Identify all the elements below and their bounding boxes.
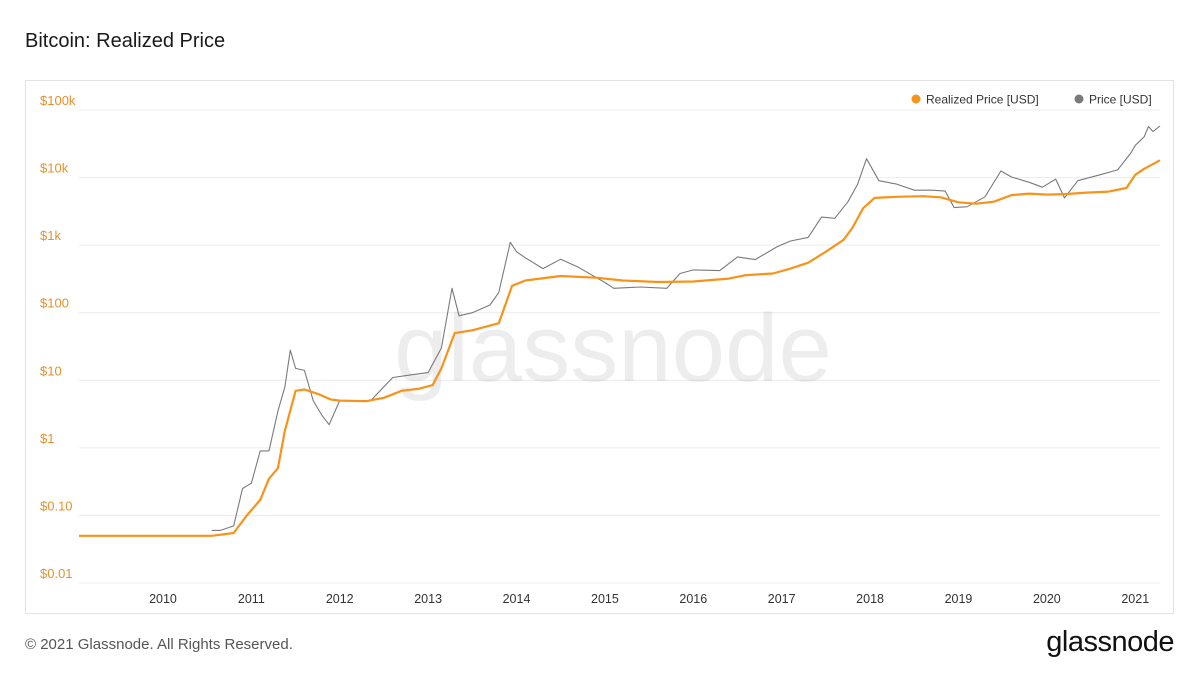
x-tick-label: 2020 bbox=[1033, 592, 1061, 606]
x-tick-label: 2015 bbox=[591, 592, 619, 606]
watermark-text: glassnode bbox=[394, 295, 832, 402]
x-tick-label: 2013 bbox=[414, 592, 442, 606]
series-layer bbox=[79, 125, 1161, 537]
y-tick-label: $100k bbox=[40, 93, 76, 108]
realized-price-line bbox=[79, 159, 1161, 537]
y-axis: $0.01 $0.10 $1 $10 $100 $1k $10k $100k bbox=[40, 93, 76, 581]
y-tick-label: $100 bbox=[40, 296, 69, 311]
y-tick-label: $1k bbox=[40, 228, 61, 243]
grid bbox=[79, 109, 1160, 584]
brand-logo: glassnode bbox=[1046, 626, 1174, 658]
chart-svg: glassnode $0.01 $0.10 $1 $10 $100 $1k $10k $100… bbox=[40, 93, 1161, 606]
y-tick-label: $10 bbox=[40, 363, 62, 378]
x-tick-label: 2019 bbox=[945, 592, 973, 606]
legend-marker bbox=[911, 94, 921, 104]
x-tick-label: 2010 bbox=[149, 592, 177, 606]
x-axis: 2010 2011 2012 2013 2014 2015 2016 2017 2018 2019… bbox=[149, 592, 1149, 606]
price-line bbox=[211, 125, 1161, 531]
chart-panel: glassnode $0.01 $0.10 $1 $10 $100 $1k $10k $100… bbox=[25, 80, 1174, 614]
x-tick-label: 2018 bbox=[856, 592, 884, 606]
legend-item-price[interactable]: Price [USD] bbox=[1074, 93, 1152, 107]
x-tick-label: 2021 bbox=[1121, 592, 1149, 606]
x-tick-label: 2011 bbox=[238, 592, 265, 606]
y-tick-label: $1 bbox=[40, 431, 54, 446]
legend-item-realized-price[interactable]: Realized Price [USD] bbox=[911, 93, 1039, 107]
legend-label: Price [USD] bbox=[1089, 93, 1152, 107]
legend-label: Realized Price [USD] bbox=[926, 93, 1039, 107]
x-tick-label: 2016 bbox=[679, 592, 707, 606]
x-tick-label: 2017 bbox=[768, 592, 796, 606]
y-tick-label: $0.10 bbox=[40, 498, 73, 513]
copyright-text: © 2021 Glassnode. All Rights Reserved. bbox=[25, 636, 293, 653]
legend[interactable]: Realized Price [USD] Price [USD] bbox=[911, 93, 1152, 107]
x-tick-label: 2014 bbox=[503, 592, 531, 606]
y-tick-label: $0.01 bbox=[40, 566, 73, 581]
y-tick-label: $10k bbox=[40, 161, 69, 176]
legend-marker bbox=[1074, 94, 1084, 104]
chart-title: Bitcoin: Realized Price bbox=[25, 30, 226, 52]
x-tick-label: 2012 bbox=[326, 592, 354, 606]
